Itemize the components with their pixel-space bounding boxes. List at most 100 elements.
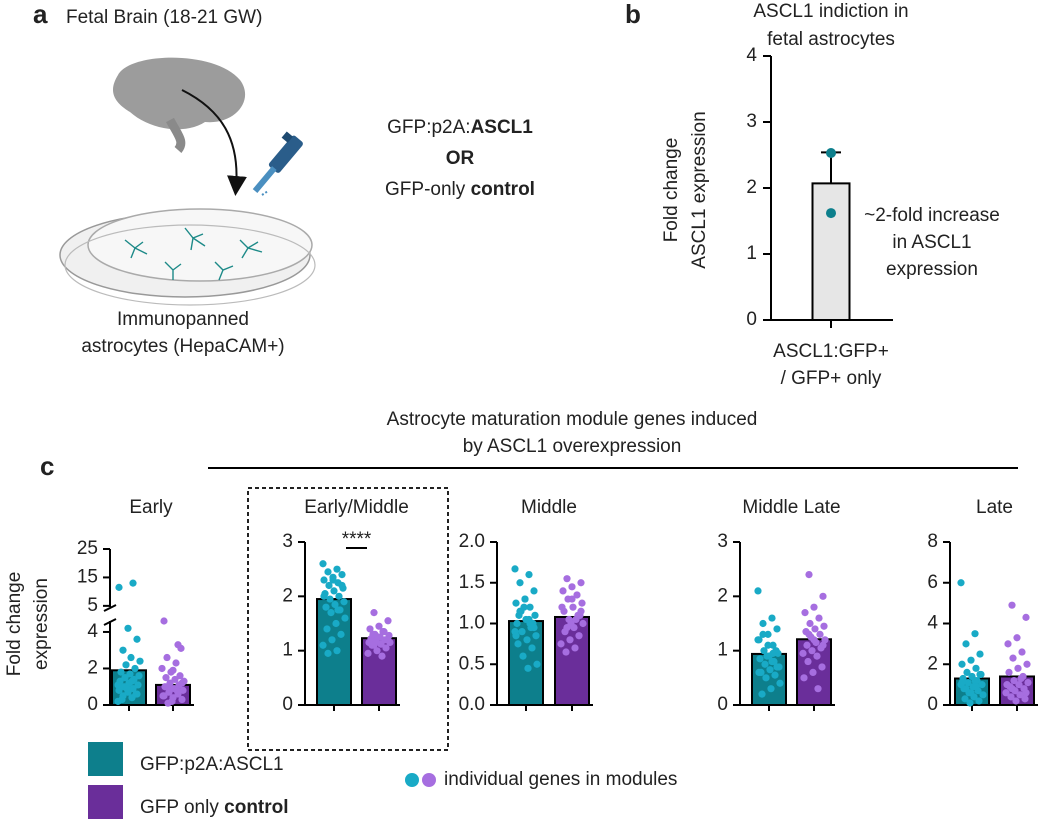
data-point: [518, 628, 526, 636]
data-point: [810, 603, 818, 611]
data-point: [754, 587, 762, 595]
data-point: [325, 581, 333, 590]
data-point: [340, 598, 348, 606]
data-point: [160, 617, 168, 625]
y-tick-label: 1: [746, 243, 757, 264]
y-tick-label: 8: [927, 531, 938, 552]
data-point: [162, 674, 170, 682]
data-point: [124, 624, 132, 632]
legend-label: GFP only control: [140, 797, 289, 818]
data-point: [163, 653, 171, 662]
data-point: [957, 579, 965, 587]
data-point: [568, 595, 576, 603]
data-point: [178, 695, 186, 704]
data-point: [322, 603, 330, 611]
data-point: [978, 681, 986, 689]
chart-title: Middle Late: [742, 497, 840, 518]
data-point: [341, 614, 349, 622]
data-point: [575, 632, 583, 640]
data-point: [179, 686, 187, 694]
data-point: [799, 649, 807, 657]
data-point: [512, 632, 520, 640]
data-point: [972, 664, 980, 672]
y-tick-label: 3: [282, 531, 293, 552]
data-point: [810, 636, 818, 644]
data-point: [814, 685, 822, 693]
data-point: [384, 636, 392, 644]
y-tick-label: 0: [927, 694, 938, 715]
data-point: [531, 611, 539, 619]
data-point: [809, 668, 817, 677]
data-point: [773, 663, 781, 671]
data-point: [760, 647, 768, 655]
data-point: [337, 630, 345, 638]
data-point: [1013, 634, 1021, 642]
chart-title: Early/Middle: [304, 497, 409, 518]
x-tick-label: / GFP+ only: [781, 368, 882, 389]
data-point: [963, 668, 971, 677]
data-point: [334, 606, 342, 614]
data-point: [759, 619, 767, 628]
data-point: [133, 635, 141, 643]
data-point: [366, 625, 374, 633]
data-point: [967, 689, 975, 697]
data-point: [820, 622, 828, 630]
data-point: [333, 565, 341, 573]
data-point: [511, 565, 519, 573]
data-point: [119, 646, 127, 654]
chart-title: ASCL1 indiction in: [753, 1, 908, 22]
data-point: [532, 632, 540, 640]
data-point: [763, 652, 771, 660]
data-point: [1005, 668, 1013, 677]
data-point: [768, 657, 776, 666]
y-tick-label: 0: [87, 694, 98, 715]
data-point: [384, 617, 392, 625]
bar: [361, 637, 397, 706]
data-point: [115, 583, 123, 591]
data-point: [768, 614, 776, 622]
axis-break: [103, 604, 117, 626]
data-point: [523, 636, 531, 644]
data-point: [808, 647, 816, 655]
data-point: [122, 661, 130, 669]
data-point: [975, 697, 983, 705]
data-point: [762, 674, 770, 682]
illustration-title: Fetal Brain (18-21 GW): [66, 7, 262, 28]
data-point: [117, 668, 125, 676]
data-point: [773, 625, 781, 633]
illustration-caption: astrocytes (HepaCAM+): [81, 336, 284, 357]
data-point: [1002, 689, 1010, 697]
data-point: [769, 649, 777, 657]
data-point: [521, 595, 529, 603]
data-point: [813, 652, 821, 660]
data-point: [1023, 660, 1031, 668]
data-point: [826, 208, 836, 219]
data-point: [800, 674, 808, 682]
data-point: [771, 671, 779, 679]
data-point: [979, 691, 987, 699]
data-point: [764, 630, 772, 638]
data-point: [815, 614, 823, 622]
data-point: [525, 571, 533, 579]
annotation: ~2-fold increase: [864, 205, 1000, 226]
data-point: [971, 676, 979, 685]
data-point: [573, 591, 581, 599]
y-tick-label: 2: [87, 657, 98, 678]
data-point: [128, 677, 136, 685]
data-point: [557, 640, 565, 648]
data-point: [115, 686, 123, 694]
y-tick-label: 0: [717, 694, 728, 715]
bar: [811, 182, 851, 321]
data-point: [958, 660, 966, 668]
data-point: [135, 672, 143, 680]
data-point: [171, 675, 179, 684]
data-point: [123, 684, 131, 693]
data-point: [526, 603, 534, 611]
legend-swatch: [88, 742, 123, 776]
data-point: [759, 630, 767, 638]
y-tick-label: 3: [717, 531, 728, 552]
condition-text-part: GFP:p2A:: [387, 117, 470, 138]
y-tick-label: 1.0: [459, 613, 485, 634]
y-tick-label: 2: [282, 585, 293, 606]
data-point: [758, 690, 766, 698]
